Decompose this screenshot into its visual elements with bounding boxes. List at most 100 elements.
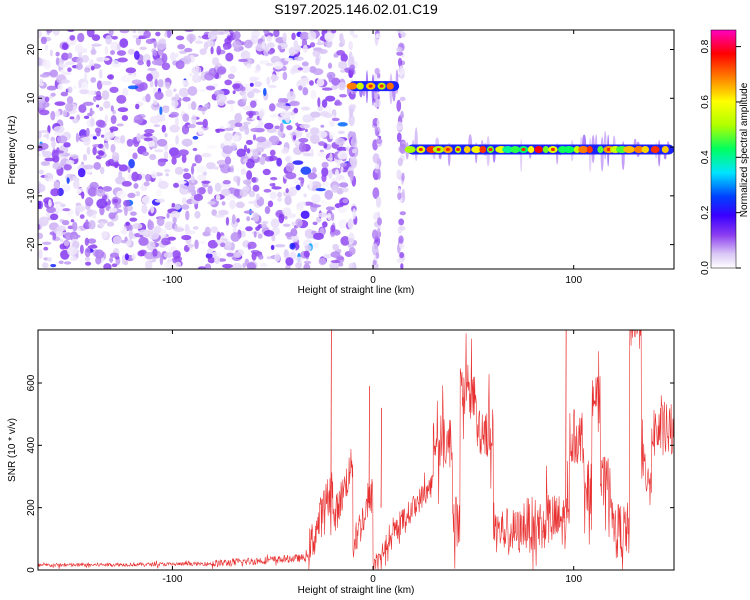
heatmap-cell xyxy=(266,76,271,86)
heatmap-cell xyxy=(144,251,155,260)
heatmap-cell xyxy=(84,67,91,73)
heatmap-cell xyxy=(98,68,103,79)
heatmap-cell xyxy=(284,215,288,220)
heatmap-cell xyxy=(243,210,255,214)
heatmap-cell xyxy=(138,236,149,246)
heatmap-cell xyxy=(70,219,75,223)
heatmap-cell xyxy=(280,105,292,110)
heatmap-cell xyxy=(274,125,280,130)
heatmap-cell xyxy=(143,137,153,142)
heatmap-cell xyxy=(242,262,246,269)
heatmap-cell xyxy=(263,230,275,237)
heatmap-cell xyxy=(95,94,102,101)
heatmap-cell xyxy=(302,44,308,53)
heatmap-cell xyxy=(206,162,216,170)
heatmap-cell xyxy=(312,232,324,240)
heatmap-cell xyxy=(129,211,137,216)
heatmap-cell xyxy=(331,117,340,122)
heatmap-cell xyxy=(164,168,171,173)
heatmap-cell xyxy=(174,166,184,175)
heatmap-cell xyxy=(192,135,199,140)
heatmap-cell xyxy=(251,177,257,183)
heatmap-cell xyxy=(206,144,218,149)
heatmap-cell xyxy=(50,92,56,97)
heatmap-cell xyxy=(242,179,252,185)
heatmap-cell xyxy=(356,82,364,90)
heatmap-cell xyxy=(38,169,44,175)
heatmap-cell xyxy=(295,122,299,126)
heatmap-cell xyxy=(143,181,150,187)
heatmap-cell xyxy=(372,153,380,164)
heatmap-cell xyxy=(289,100,300,107)
heatmap-cell xyxy=(216,45,222,56)
heatmap-cell xyxy=(161,62,171,71)
heatmap-cell xyxy=(38,82,44,87)
heatmap-cell xyxy=(128,229,134,240)
heatmap-cell xyxy=(136,173,142,181)
heatmap-cell xyxy=(261,140,273,149)
heatmap-cell xyxy=(85,197,94,207)
heatmap-cell xyxy=(337,160,341,168)
heatmap-cell xyxy=(128,48,135,55)
heatmap-cell xyxy=(197,106,208,112)
heatmap-cell xyxy=(165,81,171,90)
heatmap-cell xyxy=(75,132,80,143)
heatmap-cell xyxy=(161,124,166,133)
heatmap-cell xyxy=(317,97,321,108)
heatmap-cell xyxy=(337,122,348,127)
heatmap-cell xyxy=(110,128,114,133)
heatmap-cell xyxy=(56,225,66,232)
heatmap-cell xyxy=(60,79,71,84)
heatmap-cell xyxy=(130,73,136,79)
heatmap-cell xyxy=(91,34,101,41)
heatmap-cell xyxy=(268,103,276,112)
heatmap-cell xyxy=(157,158,166,167)
heatmap-cell xyxy=(342,187,349,193)
heatmap-cell xyxy=(573,146,581,153)
heatmap-cell xyxy=(322,221,328,228)
heatmap-cell xyxy=(181,234,192,241)
heatmap-cell xyxy=(59,238,64,243)
heatmap-cell xyxy=(398,218,405,226)
heatmap-cell xyxy=(586,146,593,153)
heatmap-cell xyxy=(181,154,187,163)
heatmap-cell xyxy=(158,38,167,44)
heatmap-cell xyxy=(318,48,328,54)
heatmap-cell xyxy=(348,263,355,269)
heatmap-cell xyxy=(154,91,164,100)
heatmap-cell xyxy=(58,260,64,265)
heatmap-cell xyxy=(132,223,143,230)
heatmap-cell xyxy=(40,36,47,45)
heatmap-cell xyxy=(71,221,78,232)
heatmap-cell xyxy=(221,184,231,189)
heatmap-cell xyxy=(105,160,111,167)
heatmap-cell xyxy=(527,146,535,153)
heatmap-cell xyxy=(104,45,109,55)
heatmap-cell xyxy=(316,78,325,87)
heatmap-cell xyxy=(77,167,86,178)
heatmap-cell xyxy=(254,81,263,88)
heatmap-cell xyxy=(352,208,357,220)
heatmap-cell xyxy=(38,109,50,116)
heatmap-cell xyxy=(108,30,114,37)
heatmap-cell xyxy=(175,52,179,58)
heatmap-cell xyxy=(50,213,59,221)
heatmap-cell xyxy=(351,104,357,110)
heatmap-cell xyxy=(183,168,189,172)
heatmap-cell xyxy=(189,73,193,77)
heatmap-cell xyxy=(351,148,357,154)
heatmap-cell xyxy=(352,131,357,143)
colorbar-tick-label: 0.0 xyxy=(700,261,711,275)
heatmap-cell xyxy=(246,262,257,269)
heatmap-cell xyxy=(205,85,216,91)
colorbar-tick-label: 0.2 xyxy=(700,205,711,219)
heatmap-cell xyxy=(299,31,310,41)
heatmap-cell xyxy=(334,169,339,179)
heatmap-cell xyxy=(126,138,134,147)
heatmap-cell xyxy=(399,211,406,216)
heatmap-cell xyxy=(248,111,254,119)
heatmap-cell xyxy=(232,40,242,49)
heatmap-cell xyxy=(396,132,402,143)
